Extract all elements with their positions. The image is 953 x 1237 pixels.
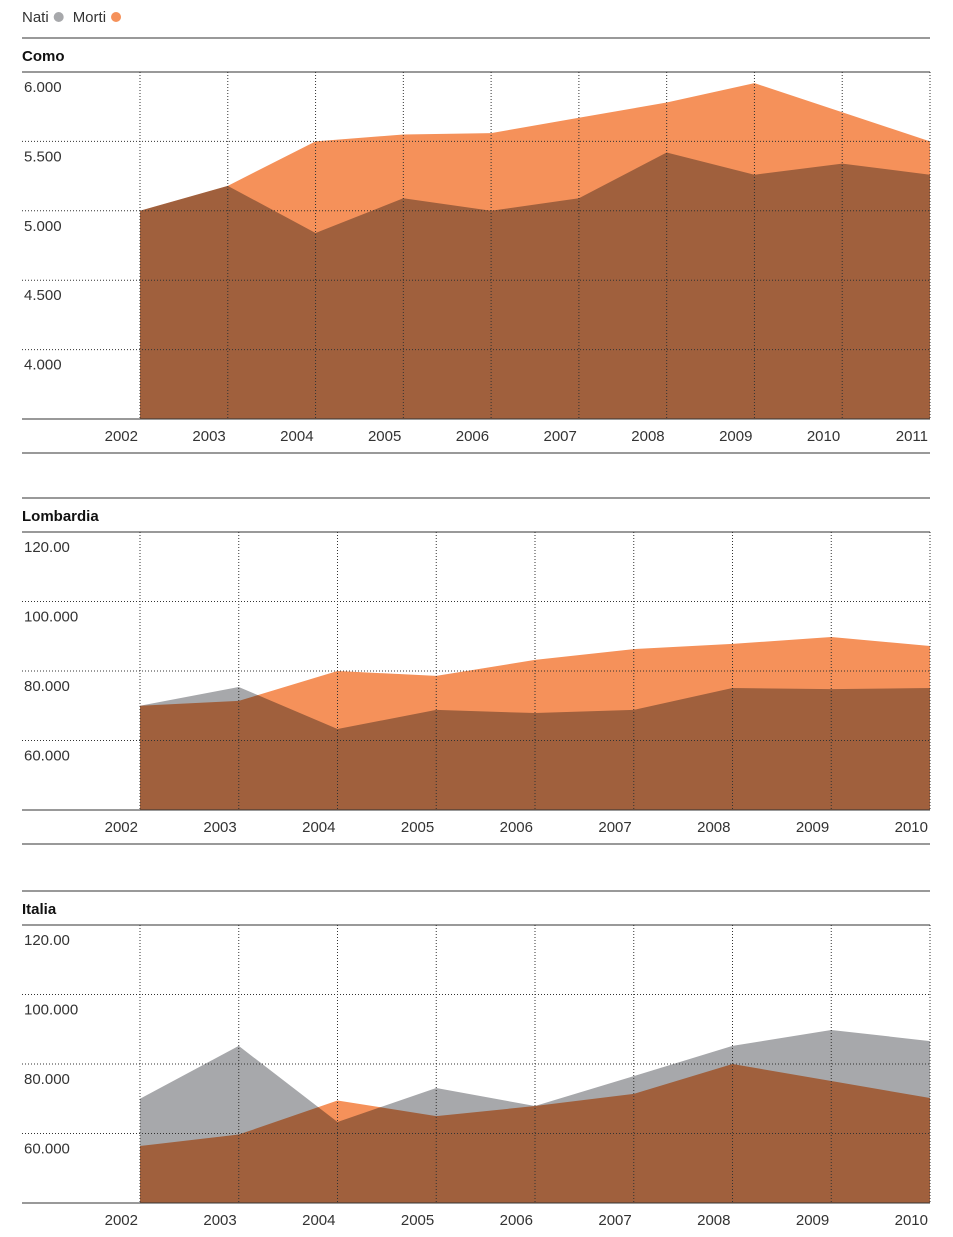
y-tick-label: 120.00: [24, 539, 70, 556]
x-tick-label: 2007: [598, 1212, 631, 1229]
y-tick-label: 5.000: [24, 218, 62, 235]
legend-label: Nati: [22, 9, 49, 26]
x-tick-label: 2004: [302, 1212, 335, 1229]
x-tick-label: 2006: [456, 428, 489, 445]
x-tick-label: 2005: [401, 819, 434, 836]
chart-title: Como: [22, 48, 65, 65]
area: [140, 83, 930, 419]
x-tick-label: 2009: [796, 1212, 829, 1229]
x-tick-label: 2003: [203, 1212, 236, 1229]
x-tick-label: 2008: [697, 819, 730, 836]
x-tick-label: 2004: [302, 819, 335, 836]
y-tick-label: 60.000: [24, 1141, 70, 1158]
y-tick-label: 120.00: [24, 932, 70, 949]
x-tick-label: 2007: [598, 819, 631, 836]
y-tick-label: 4.500: [24, 287, 62, 304]
legend-swatch: [53, 12, 64, 22]
y-tick-label: 5.500: [24, 148, 62, 165]
x-tick-label: 2006: [500, 819, 533, 836]
x-tick-label: 2008: [631, 428, 664, 445]
x-tick-label: 2007: [544, 428, 577, 445]
legend-swatch: [111, 12, 122, 22]
x-tick-label: 2002: [105, 819, 138, 836]
chart-panel: Como 6.000 5.500 5.000 4.500 4.000 2002 2003 200…: [22, 37, 931, 454]
x-tick-label: 2002: [105, 1212, 138, 1229]
plot-areas: [140, 83, 930, 419]
y-tick-label: 100.000: [24, 609, 78, 626]
y-tick-label: 80.000: [24, 678, 70, 695]
y-tick-label: 100.000: [24, 1002, 78, 1019]
chart-panel: Italia 120.00 100.000 80.000 60.000 2002 2003 2…: [22, 890, 931, 1229]
x-tick-label: 2009: [796, 819, 829, 836]
x-tick-label: 2008: [697, 1212, 730, 1229]
y-tick-label: 6.000: [24, 79, 62, 96]
legend-label: Morti: [73, 9, 106, 26]
x-tick-label: 2003: [203, 819, 236, 836]
x-tick-label: 2004: [280, 428, 313, 445]
y-tick-label: 4.000: [24, 357, 62, 374]
chart-title: Italia: [22, 901, 57, 918]
x-tick-label: 2010: [895, 819, 928, 836]
chart-title: Lombardia: [22, 508, 99, 525]
x-tick-label: 2005: [368, 428, 401, 445]
x-tick-label: 2003: [192, 428, 225, 445]
chart-panel: Lombardia 120.00 100.000 80.000 60.000 2002 20…: [22, 497, 931, 845]
x-tick-label: 2006: [500, 1212, 533, 1229]
y-tick-label: 80.000: [24, 1071, 70, 1088]
x-tick-label: 2002: [105, 428, 138, 445]
x-tick-label: 2005: [401, 1212, 434, 1229]
y-tick-label: 60.000: [24, 748, 70, 765]
x-tick-label: 2010: [807, 428, 840, 445]
x-tick-label: 2010: [895, 1212, 928, 1229]
x-tick-label: 2009: [719, 428, 752, 445]
x-tick-label: 2011: [896, 428, 928, 445]
